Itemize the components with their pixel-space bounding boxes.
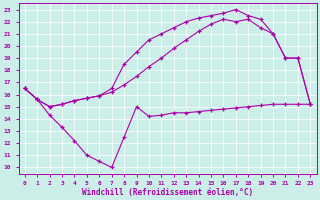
- X-axis label: Windchill (Refroidissement éolien,°C): Windchill (Refroidissement éolien,°C): [82, 188, 253, 197]
